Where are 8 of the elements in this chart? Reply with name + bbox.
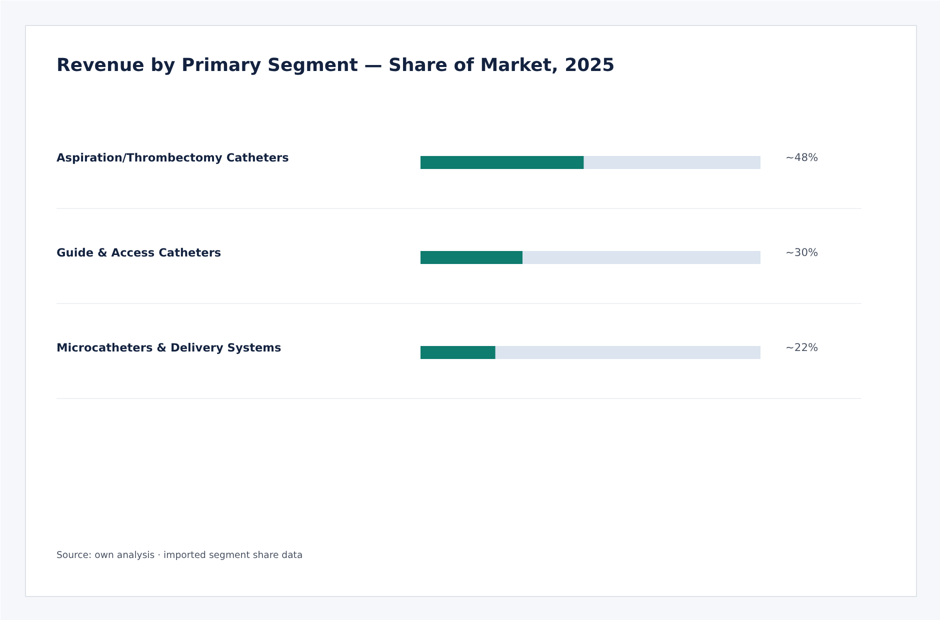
- y-tick-label: Aspiration/Thrombectomy Catheters: [56, 150, 290, 164]
- source-note: Source: own analysis · imported segment share data: [56, 550, 303, 561]
- data-label: ~30%: [786, 246, 818, 259]
- y-tick-label: Guide & Access Catheters: [56, 246, 222, 260]
- data-label: ~48%: [786, 151, 818, 164]
- y-tick-label: Microcatheters & Delivery Systems: [56, 340, 282, 354]
- chart-title: Revenue by Primary Segment — Share of Market, 2025: [56, 55, 615, 76]
- data-label: ~22%: [786, 341, 818, 354]
